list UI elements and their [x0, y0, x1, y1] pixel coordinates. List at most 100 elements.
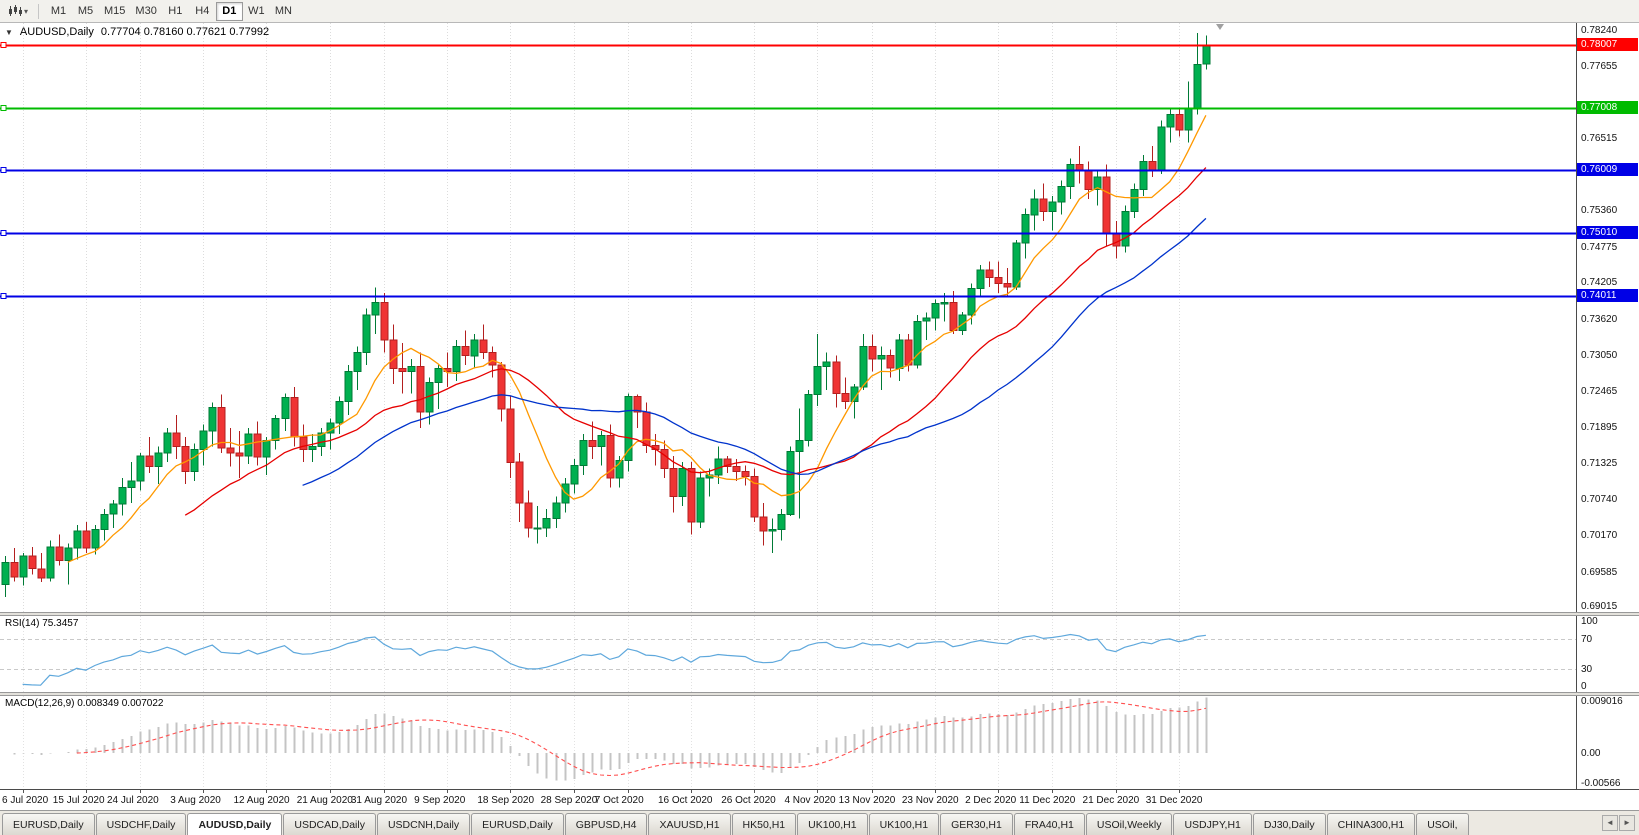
time-tick	[1052, 790, 1053, 793]
timeframe-button-m5[interactable]: M5	[72, 2, 99, 21]
time-label: 23 Nov 2020	[901, 795, 959, 806]
dropdown-caret-icon: ▾	[24, 6, 29, 16]
time-label: 3 Aug 2020	[170, 795, 221, 806]
chart-tab-eurusd-daily[interactable]: EURUSD,Daily	[471, 813, 564, 835]
line-handle[interactable]	[0, 230, 7, 236]
chart-tab-gbpusd-h4[interactable]: GBPUSD,H4	[564, 813, 648, 835]
chart-tab-china300-h1[interactable]: CHINA300,H1	[1326, 813, 1416, 835]
time-axis[interactable]: 6 Jul 2020 15 Jul 2020 24 Jul 2020 3 Aug 20…	[0, 790, 1577, 810]
time-label: 2 Dec 2020	[965, 795, 1017, 806]
time-tick	[998, 790, 999, 793]
macd-svg	[13, 696, 1208, 789]
chart-workspace: ▼ AUDUSD,Daily 0.77704 0.78160 0.77621 0…	[0, 23, 1639, 810]
rsi-canvas[interactable]: RSI(14) 75.3457	[0, 616, 1577, 692]
ma-21-line	[184, 167, 1207, 516]
time-tick	[574, 790, 575, 793]
time-tick	[330, 790, 331, 793]
chart-tab-usdcnh-daily[interactable]: USDCNH,Daily	[376, 813, 471, 835]
chart-tab-uk100-h1[interactable]: UK100,H1	[797, 813, 868, 835]
chart-tab-usdjpy-h1[interactable]: USDJPY,H1	[1173, 813, 1252, 835]
time-tick	[935, 790, 936, 793]
chart-tab-usdcad-daily[interactable]: USDCAD,Daily	[283, 813, 376, 835]
line-handle[interactable]	[0, 167, 7, 173]
chart-tab-usdchf-daily[interactable]: USDCHF,Daily	[95, 813, 187, 835]
price-tick: 0.71325	[1581, 457, 1618, 469]
price-tick: 0.72465	[1581, 386, 1618, 398]
axis-corner	[1577, 790, 1639, 810]
time-label: 31 Aug 2020	[350, 795, 408, 806]
macd-tick: 0.009016	[1581, 696, 1623, 707]
price-tick: 0.75360	[1581, 204, 1618, 216]
pane-splitter[interactable]	[0, 692, 1639, 696]
price-line-badge: 0.75010	[1577, 225, 1638, 239]
time-tick	[1179, 790, 1180, 793]
chart-tab-ger30-h1[interactable]: GER30,H1	[940, 813, 1013, 835]
time-label: 6 Jul 2020	[2, 795, 49, 806]
timeframe-button-m1[interactable]: M1	[45, 2, 72, 21]
time-tick	[203, 790, 204, 793]
tab-scroll-right-button[interactable]: ►	[1619, 815, 1635, 831]
macd-pane: MACD(12,26,9) 0.008349 0.007022 0.009016…	[0, 696, 1639, 789]
chart-shift-marker[interactable]	[1215, 24, 1224, 30]
macd-signal-line	[76, 701, 1207, 777]
chart-type-button[interactable]: ▾	[4, 2, 32, 21]
chart-tab-uk100-h1[interactable]: UK100,H1	[868, 813, 940, 835]
timeframe-button-d1[interactable]: D1	[215, 1, 243, 21]
line-handle[interactable]	[0, 105, 7, 111]
main-chart-canvas[interactable]: ▼ AUDUSD,Daily 0.77704 0.78160 0.77621 0…	[0, 23, 1577, 612]
chart-tab-usoil[interactable]: USOil,	[1416, 813, 1469, 835]
chart-tab-fra40-h1[interactable]: FRA40,H1	[1013, 813, 1085, 835]
time-label: 4 Nov 2020	[784, 795, 836, 806]
time-tick	[384, 790, 385, 793]
price-tick: 0.71895	[1581, 422, 1618, 434]
time-label: 15 Jul 2020	[52, 795, 105, 806]
line-handle[interactable]	[0, 42, 7, 48]
timeframe-button-h1[interactable]: H1	[162, 2, 189, 21]
timeframe-button-w1[interactable]: W1	[243, 2, 270, 21]
time-axis-row: 6 Jul 2020 15 Jul 2020 24 Jul 2020 3 Aug 20…	[0, 789, 1639, 810]
macd-tick: 0.00	[1581, 748, 1601, 760]
chart-tab-bar: EURUSD,Daily USDCHF,Daily AUDUSD,Daily USDC…	[0, 810, 1639, 835]
chart-tab-usoil-weekly[interactable]: USOil,Weekly	[1085, 813, 1173, 835]
pane-splitter[interactable]	[0, 612, 1639, 616]
chart-tab-dj30-daily[interactable]: DJ30,Daily	[1252, 813, 1326, 835]
horizontal-lines-layer	[0, 42, 1576, 299]
rsi-axis[interactable]: 100 70 30 0	[1577, 616, 1639, 692]
price-tick: 0.74775	[1581, 241, 1618, 253]
macd-histogram	[13, 697, 1208, 781]
time-label: 9 Sep 2020	[414, 795, 466, 806]
chart-tab-audusd-daily[interactable]: AUDUSD,Daily	[187, 813, 283, 835]
timeframe-button-h4[interactable]: H4	[189, 2, 216, 21]
price-tick: 0.69585	[1581, 566, 1618, 578]
rsi-pane: RSI(14) 75.3457 100 70 30 0	[0, 616, 1639, 692]
grid-lines	[23, 23, 1180, 612]
chart-tab-xauusd-h1[interactable]: XAUUSD,H1	[648, 813, 731, 835]
timeframe-button-mn[interactable]: MN	[270, 2, 297, 21]
time-tick	[266, 790, 267, 793]
price-tick: 0.77655	[1581, 61, 1618, 73]
chart-tabs: EURUSD,Daily USDCHF,Daily AUDUSD,Daily USDC…	[2, 813, 1598, 835]
chart-tab-hk50-h1[interactable]: HK50,H1	[731, 813, 797, 835]
macd-canvas[interactable]: MACD(12,26,9) 0.008349 0.007022	[0, 696, 1577, 789]
price-line-badge: 0.77008	[1577, 100, 1638, 114]
line-handle[interactable]	[0, 293, 7, 299]
price-tick: 0.76515	[1581, 132, 1618, 144]
rsi-grid	[0, 616, 1576, 692]
price-line-badge: 0.78007	[1577, 38, 1638, 52]
time-tick	[447, 790, 448, 793]
price-tick: 0.73050	[1581, 349, 1618, 361]
candlestick-chart-icon	[9, 5, 22, 16]
time-label: 21 Aug 2020	[296, 795, 353, 806]
time-tick	[817, 790, 818, 793]
macd-axis[interactable]: 0.009016 0.00 -0.00566	[1577, 696, 1639, 789]
toolbar-separator	[38, 3, 40, 19]
price-tick: 0.70170	[1581, 530, 1618, 542]
tab-scroll-left-button[interactable]: ◄	[1602, 815, 1618, 831]
one-click-trading-arrow[interactable]: ▼	[5, 27, 13, 37]
price-axis[interactable]: 0.78240 0.77655 0.76515 0.75360 0.74775 0.742…	[1577, 23, 1639, 612]
time-tick	[872, 790, 873, 793]
timeframe-button-m15[interactable]: M15	[99, 2, 130, 21]
timeframe-button-m30[interactable]: M30	[130, 2, 161, 21]
chart-tab-eurusd-daily[interactable]: EURUSD,Daily	[2, 813, 95, 835]
